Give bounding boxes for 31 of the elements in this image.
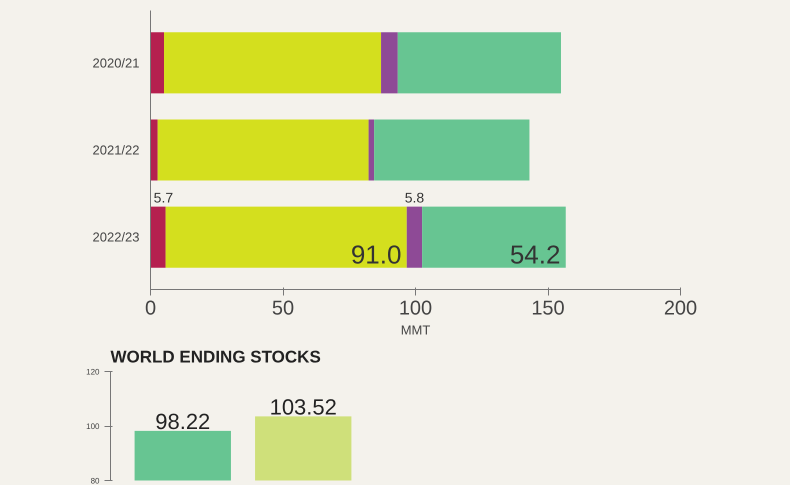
x-tick-label: 50: [272, 298, 294, 320]
chart-title: WORLD ENDING STOCKS: [110, 348, 321, 366]
y-tick-label: 80: [90, 476, 100, 486]
y-tick-label: 2022/23: [92, 230, 140, 245]
bar: [381, 32, 398, 94]
data-label: 103.52: [270, 394, 337, 420]
bar: [158, 119, 369, 181]
bar: [422, 206, 566, 268]
y-tick-label: 2020/21: [92, 55, 140, 70]
bar: [150, 119, 158, 181]
x-axis-title: MMT: [400, 322, 430, 338]
y-tick-label: 2021/22: [92, 142, 140, 158]
x-tick-label: 0: [144, 298, 156, 320]
data-label: 98.22: [155, 408, 210, 434]
x-tick-label: 200: [664, 298, 698, 320]
data-label: 5.8: [404, 189, 424, 206]
y-tick-label: 120: [86, 368, 100, 376]
x-tick-label: 100: [398, 298, 432, 320]
y-tick-label: 100: [86, 422, 100, 431]
bar: [398, 32, 561, 94]
data-label: 91.0: [350, 239, 402, 270]
bar: [150, 206, 166, 268]
bar: [166, 206, 407, 268]
data-label: 5.7: [154, 189, 174, 206]
bar: [150, 32, 164, 94]
bar: [374, 119, 530, 181]
data-label: 54.2: [510, 239, 560, 270]
bar: [406, 206, 422, 268]
bar: [164, 32, 382, 94]
bar: [368, 119, 374, 181]
x-tick-label: 150: [531, 298, 565, 320]
